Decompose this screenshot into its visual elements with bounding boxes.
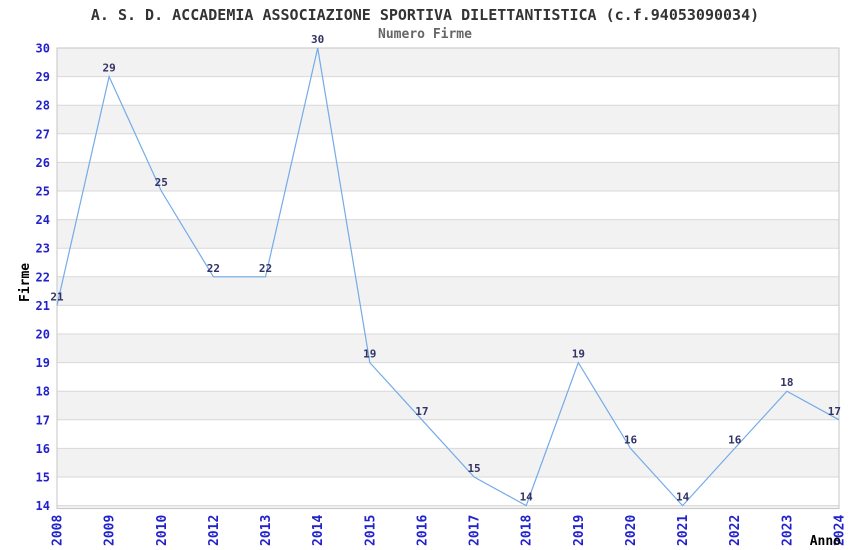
y-tick-label: 18 — [36, 385, 50, 399]
y-tick-label: 26 — [36, 156, 50, 170]
plot-band — [57, 48, 839, 77]
plot-band — [57, 334, 839, 363]
data-point-label: 16 — [728, 433, 742, 446]
plot-band — [57, 276, 839, 306]
x-tick-label: 2014 — [311, 515, 326, 546]
data-point-label: 14 — [676, 491, 690, 504]
y-tick-label: 27 — [36, 127, 50, 141]
plot-band — [57, 305, 839, 334]
data-point-label: 17 — [828, 405, 841, 418]
x-tick-label: 2018 — [520, 515, 535, 546]
y-tick-label: 25 — [36, 185, 50, 199]
plot-band — [57, 191, 839, 220]
data-point-label: 19 — [363, 348, 376, 361]
x-tick-label: 2010 — [155, 515, 170, 546]
data-point-label: 22 — [207, 262, 220, 275]
data-point-label: 25 — [155, 176, 168, 189]
x-tick-label: 2019 — [572, 515, 587, 546]
y-tick-label: 15 — [36, 471, 50, 485]
x-tick-label: 2022 — [728, 515, 743, 546]
plot-band — [57, 448, 839, 477]
plot-band — [57, 105, 839, 134]
chart-subtitle: Numero Firme — [378, 27, 472, 42]
x-axis-title: Anno — [810, 534, 841, 549]
x-tick-label: 2016 — [415, 515, 430, 546]
x-tick-label: 2024 — [833, 515, 848, 546]
y-tick-label: 29 — [36, 70, 50, 84]
y-tick-label: 17 — [36, 413, 50, 427]
x-tick-label: 2008 — [51, 515, 66, 546]
plot-band — [57, 219, 839, 249]
x-tick-label: 2015 — [363, 515, 378, 546]
y-tick-label: 28 — [36, 99, 50, 113]
x-tick-label: 2020 — [624, 515, 639, 546]
y-tick-label: 16 — [36, 442, 50, 456]
data-point-label: 22 — [259, 262, 272, 275]
y-tick-label: 14 — [36, 499, 50, 513]
plot-band — [57, 505, 839, 509]
data-point-label: 18 — [780, 376, 793, 389]
plot-band — [57, 419, 839, 449]
plot-band — [57, 477, 839, 506]
y-tick-label: 23 — [36, 242, 50, 256]
data-point-label: 30 — [311, 33, 324, 46]
x-tick-label: 2013 — [259, 515, 274, 546]
data-point-label: 19 — [572, 348, 585, 361]
x-tick-label: 2023 — [780, 515, 795, 546]
plot-band — [57, 391, 839, 420]
plot-band — [57, 76, 839, 106]
data-point-label: 17 — [415, 405, 428, 418]
x-tick-label: 2017 — [468, 515, 483, 546]
y-tick-label: 19 — [36, 356, 50, 370]
y-axis-title: Firme — [18, 263, 33, 302]
y-tick-label: 20 — [36, 328, 50, 342]
plot-border — [56, 47, 840, 510]
chart-title: A. S. D. ACCADEMIA ASSOCIAZIONE SPORTIVA… — [90, 6, 760, 24]
plot-band — [57, 362, 839, 392]
x-tick-label: 2009 — [103, 515, 118, 546]
data-point-label: 15 — [467, 462, 480, 475]
data-point-label: 16 — [624, 433, 638, 446]
data-point-label: 29 — [103, 62, 116, 75]
y-tick-label: 30 — [36, 42, 50, 56]
x-tick-label: 2021 — [676, 515, 691, 546]
y-tick-label: 22 — [36, 270, 50, 284]
y-tick-label: 21 — [36, 299, 50, 313]
y-tick-label: 24 — [36, 213, 50, 227]
plot-band — [57, 162, 839, 191]
plot-band — [57, 248, 839, 277]
data-point-label: 21 — [50, 290, 64, 303]
plot-band — [57, 133, 839, 163]
data-point-label: 14 — [520, 491, 534, 504]
data-line — [56, 47, 840, 507]
x-tick-label: 2012 — [207, 515, 222, 546]
